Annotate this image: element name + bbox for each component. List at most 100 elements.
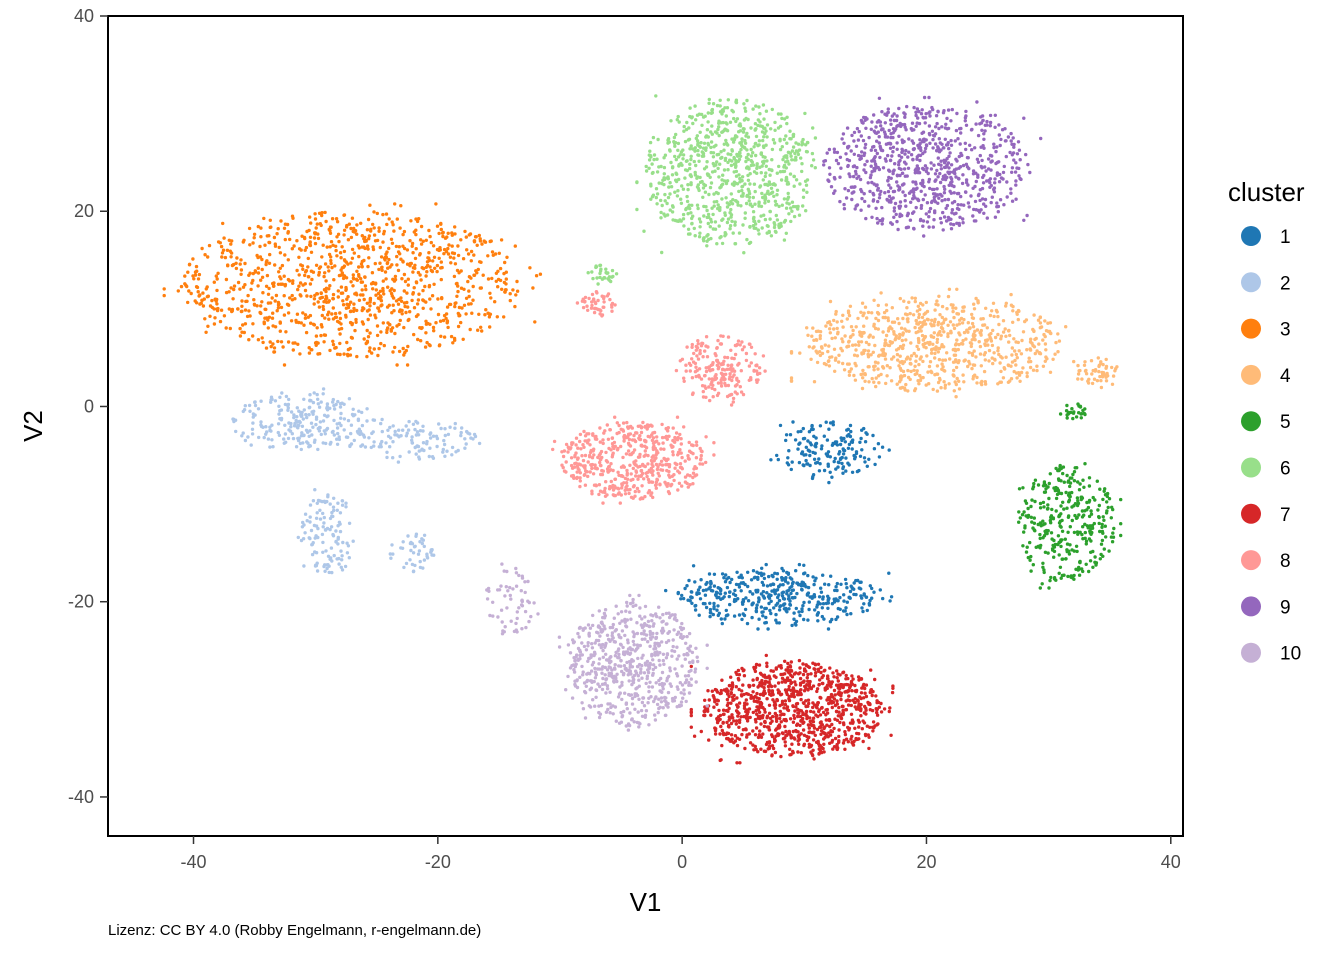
point-cluster-1 [852,581,856,585]
point-cluster-3 [225,248,230,252]
point-cluster-4 [912,368,916,372]
point-cluster-2 [335,508,339,512]
point-cluster-6 [745,155,749,159]
point-cluster-3 [176,289,180,293]
point-cluster-3 [346,238,351,242]
point-cluster-6 [685,168,689,173]
point-cluster-1 [773,571,777,575]
point-cluster-7 [765,697,769,701]
point-cluster-2 [404,424,408,428]
point-cluster-2 [342,402,346,406]
point-cluster-4 [898,354,902,358]
point-cluster-4 [999,337,1003,341]
point-cluster-3 [250,281,254,285]
point-cluster-2 [308,520,312,524]
point-cluster-6 [799,156,803,160]
point-cluster-3 [331,306,335,310]
point-cluster-1 [887,448,891,452]
point-cluster-4 [898,380,902,384]
point-cluster-3 [414,247,418,251]
point-cluster-3 [379,341,383,346]
point-cluster-4 [898,366,903,371]
point-cluster-4 [927,382,931,386]
point-cluster-1 [801,604,805,608]
point-cluster-4 [999,380,1003,384]
point-cluster-6 [651,135,656,140]
point-cluster-6 [752,226,756,230]
point-cluster-4 [957,387,962,391]
point-cluster-2 [414,452,418,456]
point-cluster-2 [300,431,304,435]
point-cluster-3 [334,244,338,248]
point-cluster-3 [297,320,301,325]
point-cluster-6 [688,147,692,151]
point-cluster-4 [984,306,988,310]
point-cluster-2 [411,551,416,555]
point-cluster-6 [726,168,730,172]
point-cluster-4 [828,331,832,335]
point-cluster-4 [810,334,814,338]
point-cluster-6 [701,146,706,150]
point-cluster-1 [814,461,818,465]
point-cluster-3 [397,322,401,327]
point-cluster-3 [374,293,378,297]
point-cluster-2 [329,440,333,445]
point-cluster-7 [806,723,811,727]
point-cluster-3 [494,279,498,283]
point-cluster-6 [703,114,707,118]
point-cluster-7 [710,689,714,693]
point-cluster-2 [325,499,329,504]
point-cluster-7 [870,708,875,713]
point-cluster-6 [739,147,743,152]
point-cluster-6 [771,182,775,187]
point-cluster-6 [758,184,763,188]
point-cluster-1 [720,572,725,576]
point-cluster-6 [655,192,660,196]
point-cluster-4 [1021,366,1025,370]
point-cluster-4 [863,305,868,309]
point-cluster-6 [695,176,699,180]
point-cluster-3 [405,363,410,367]
point-cluster-4 [876,318,881,323]
point-cluster-3 [271,281,275,286]
point-cluster-2 [453,421,457,426]
point-cluster-6 [710,124,714,128]
point-cluster-7 [779,720,783,724]
point-cluster-1 [843,577,848,582]
point-cluster-4 [851,328,855,333]
point-cluster-6 [705,208,709,213]
point-cluster-6 [720,178,724,182]
point-cluster-2 [421,429,425,433]
point-cluster-6 [683,176,687,180]
point-cluster-4 [883,315,887,320]
point-cluster-3 [203,317,207,321]
point-cluster-4 [936,350,940,354]
point-cluster-1 [831,423,835,427]
point-cluster-2 [273,399,278,403]
point-cluster-3 [390,220,394,224]
point-cluster-6 [779,221,783,226]
point-cluster-6 [793,151,797,156]
point-cluster-7 [826,735,830,739]
point-cluster-1 [847,432,851,437]
point-cluster-3 [440,265,444,270]
point-cluster-3 [446,246,450,251]
point-cluster-2 [301,520,305,525]
point-cluster-6 [680,163,684,167]
point-cluster-1 [804,453,808,457]
point-cluster-6 [666,176,670,180]
point-cluster-2 [425,556,430,560]
point-cluster-7 [763,720,767,724]
point-cluster-6 [752,145,756,149]
point-cluster-2 [362,435,367,439]
point-cluster-3 [453,301,457,306]
point-cluster-6 [787,162,791,166]
point-cluster-6 [804,149,809,154]
point-cluster-3 [339,326,344,331]
point-cluster-1 [740,617,744,622]
point-cluster-4 [828,355,832,359]
point-cluster-3 [387,217,391,221]
point-cluster-1 [819,590,824,594]
point-cluster-3 [439,227,443,232]
point-cluster-6 [763,217,768,222]
